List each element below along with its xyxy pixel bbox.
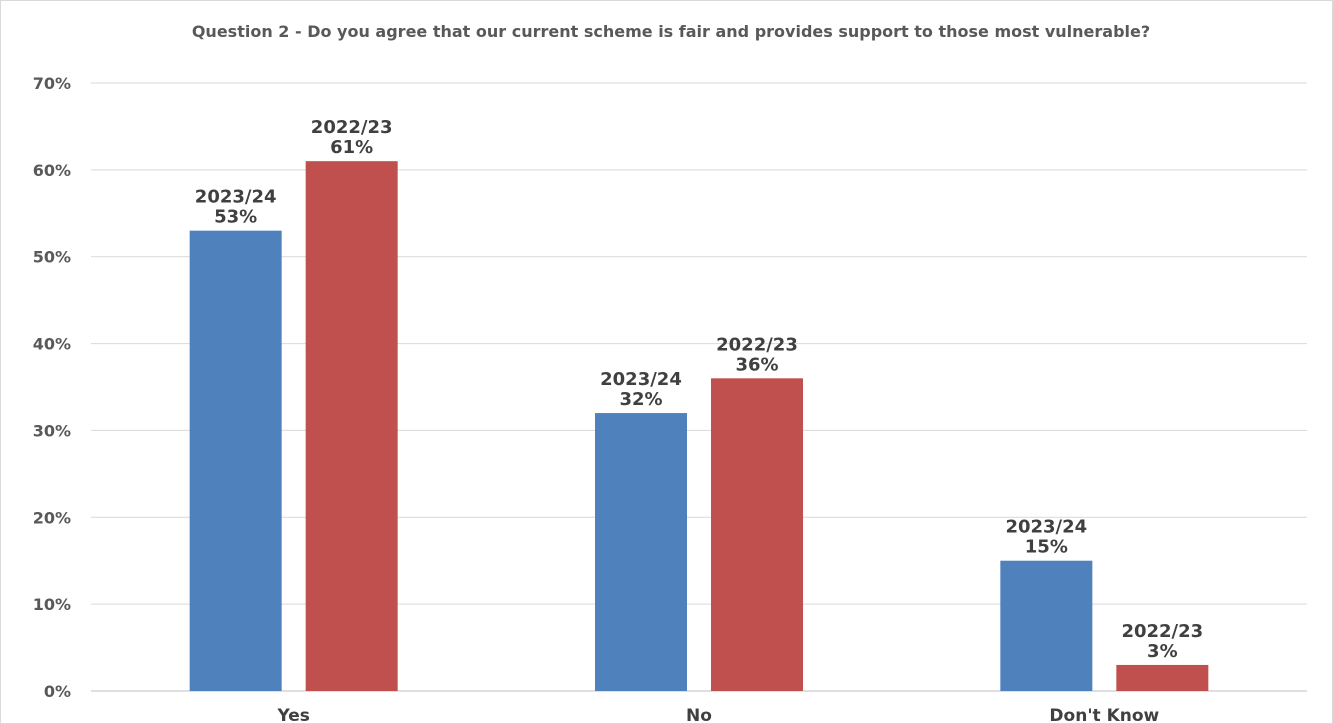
data-label-series: 2023/24 [195, 187, 277, 208]
grid-lines [91, 82, 1307, 692]
bar [189, 230, 282, 691]
bar [1000, 560, 1093, 691]
data-label-series: 2023/24 [1005, 517, 1087, 538]
data-labels: 2023/2453%2022/2361%2023/2432%2022/2336%… [195, 117, 1203, 662]
y-tick-label: 40% [33, 335, 71, 354]
data-label-value: 15% [1025, 537, 1068, 558]
data-label-series: 2022/23 [311, 117, 393, 138]
bar [595, 413, 687, 691]
data-label-value: 53% [214, 207, 257, 228]
data-label-value: 61% [330, 137, 373, 158]
data-label-value: 32% [619, 389, 662, 410]
y-tick-label: 70% [33, 74, 71, 93]
bar [1116, 664, 1209, 691]
x-tick-label: No [686, 706, 712, 723]
y-tick-label: 50% [33, 248, 71, 267]
y-tick-label: 60% [33, 161, 71, 180]
bar [711, 378, 803, 691]
data-label-series: 2023/24 [600, 369, 682, 390]
y-tick-label: 20% [33, 508, 71, 527]
data-label-series: 2022/23 [716, 334, 798, 355]
x-axis-ticks: Yes No Don't Know [276, 706, 1159, 723]
data-label-series: 2022/23 [1121, 621, 1203, 642]
y-tick-label: 30% [33, 421, 71, 440]
data-label-value: 3% [1147, 641, 1178, 662]
bars [189, 161, 1209, 691]
data-label-value: 36% [735, 354, 778, 375]
y-tick-label: 0% [44, 682, 71, 701]
y-axis-ticks: 0% 10% 20% 30% 40% 50% 60% 70% [33, 74, 71, 701]
bar [305, 161, 398, 691]
chart-title: Question 2 - Do you agree that our curre… [191, 22, 1151, 41]
x-tick-label: Yes [276, 706, 309, 723]
x-tick-label: Don't Know [1049, 706, 1159, 723]
y-tick-label: 10% [33, 595, 71, 614]
